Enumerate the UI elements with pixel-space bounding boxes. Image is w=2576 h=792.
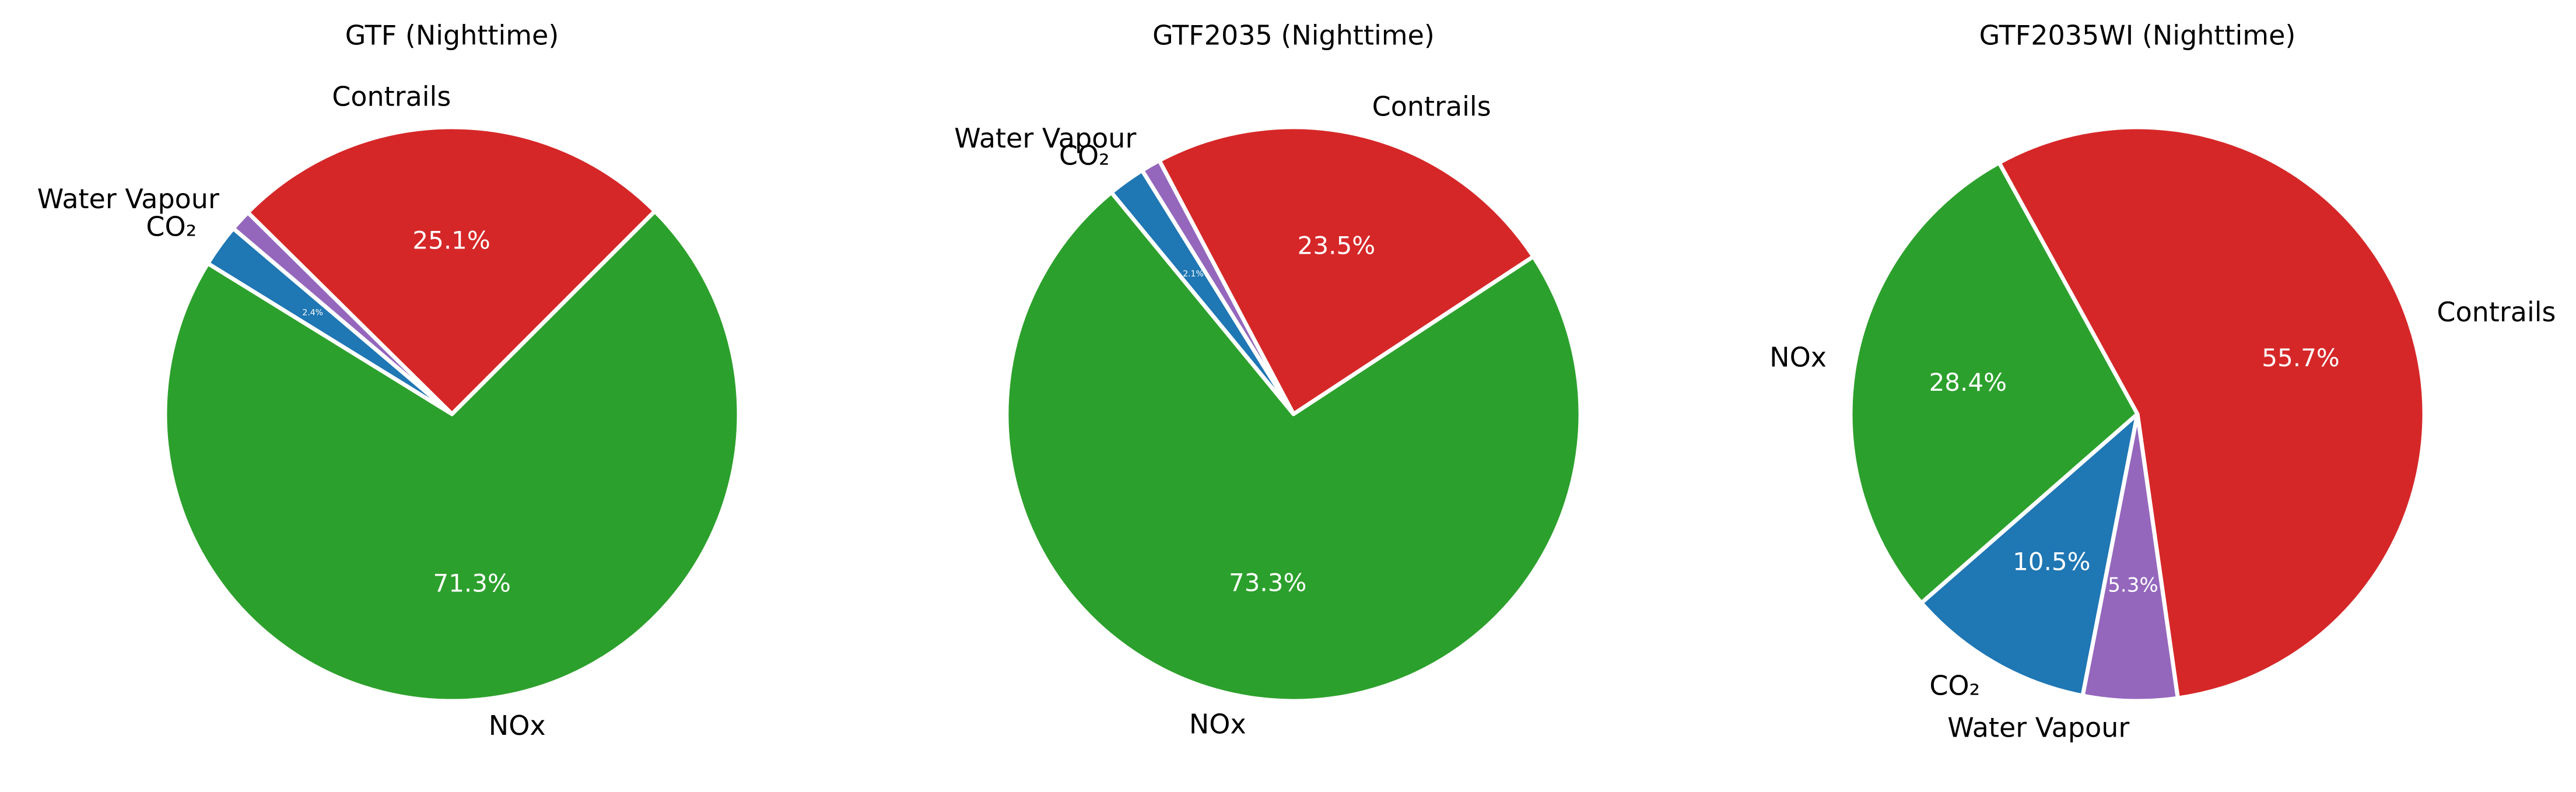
slice-label-contrails: Contrails [1372, 90, 1491, 122]
slice-label-water-vapour: Water Vapour [954, 122, 1136, 154]
chart-title: GTF2035 (Nighttime) [1152, 20, 1435, 51]
slice-percent-nox: 71.3% [433, 569, 510, 598]
pie-slice-contrails [246, 125, 657, 416]
slice-label-nox: NOx [1189, 709, 1246, 740]
slice-label-water-vapour: Water Vapour [37, 183, 219, 215]
slice-label-co2: CO₂ [146, 211, 197, 242]
slice-percent-co2: 2.1% [1183, 269, 1204, 279]
slice-label-nox: NOx [489, 710, 546, 741]
slice-percent-co2: 10.5% [2013, 547, 2090, 576]
pie-slice-water-vapour [2080, 412, 2180, 703]
pie-slice-nox [1004, 190, 1583, 703]
slice-label-co2: CO₂ [1059, 140, 1110, 171]
pie-chart-3: GTF2035WI (Nighttime) Contrails 55.7% NOx 28… [1769, 20, 2556, 744]
pie-slice-contrails [1997, 125, 2427, 700]
slice-label-nox: NOx [1769, 341, 1827, 373]
slice-label-water-vapour: Water Vapour [1947, 712, 2129, 744]
slice-percent-contrails: 55.7% [2262, 344, 2339, 372]
pie-slice-nox [1848, 160, 2140, 605]
slice-percent-water-vapour: 5.3% [2108, 574, 2158, 597]
pie-chart-2: GTF2035 (Nighttime) Contrails 23.5% Water V… [954, 20, 1583, 740]
slice-percent-contrails: 25.1% [412, 226, 490, 254]
pie-slice-nox [163, 209, 741, 703]
chart-title: GTF (Nighttime) [345, 20, 559, 51]
pie-slice-co2 [1919, 412, 2140, 698]
slice-label-contrails: Contrails [332, 80, 451, 112]
pie-slice-contrails [1157, 125, 1536, 416]
chart-title: GTF2035WI (Nighttime) [1979, 20, 2296, 51]
pie-chart-1: GTF (Nighttime) Contrails 25.1% Water Vapou… [37, 20, 741, 741]
slice-label-contrails: Contrails [2437, 296, 2556, 328]
slice-label-co2: CO₂ [1929, 670, 1980, 702]
slice-percent-contrails: 23.5% [1298, 232, 1375, 260]
slice-percent-co2: 2.4% [302, 309, 323, 318]
slice-percent-nox: 73.3% [1229, 568, 1306, 597]
slice-percent-nox: 28.4% [1929, 368, 2007, 397]
